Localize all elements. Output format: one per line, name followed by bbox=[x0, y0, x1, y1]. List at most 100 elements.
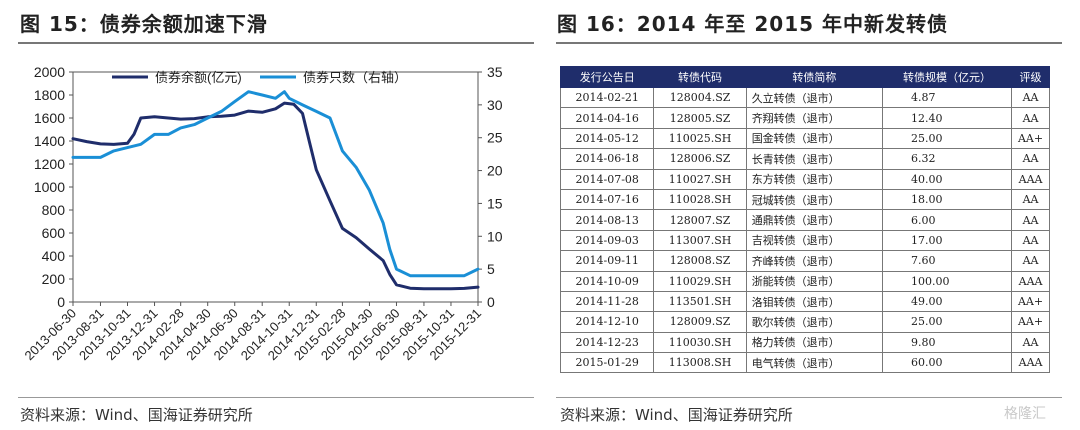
table-row: 2014-10-09 110029.SH 浙能转债（退市） 100.00 AAA bbox=[559, 270, 1050, 292]
cell-size: 25.00 bbox=[882, 127, 1013, 150]
cell-size: 4.87 bbox=[882, 86, 1013, 109]
column-header-date: 发行公告日 bbox=[559, 66, 655, 88]
cell-size: 49.00 bbox=[882, 290, 1013, 313]
cell-name: 齐翔转债（退市） bbox=[745, 107, 884, 129]
cell-size: 7.60 bbox=[882, 250, 1013, 272]
left-axis-tick-label: 1400 bbox=[34, 133, 65, 149]
legend-label: 债券余额(亿元) bbox=[155, 70, 242, 85]
right-axis-tick-label: 15 bbox=[487, 195, 503, 211]
cell-date: 2015-01-29 bbox=[559, 352, 655, 374]
cell-code: 110029.SH bbox=[653, 270, 747, 292]
cell-code: 128004.SZ bbox=[653, 86, 747, 109]
cell-code: 128009.SZ bbox=[653, 311, 747, 333]
cell-date: 2014-04-16 bbox=[559, 107, 655, 129]
cell-rating: AA+ bbox=[1011, 127, 1050, 150]
right-source-rule bbox=[556, 397, 1062, 398]
table-row: 2014-09-11 128008.SZ 齐峰转债（退市） 7.60 AA bbox=[559, 250, 1050, 272]
legend-label: 债券只数（右轴） bbox=[303, 70, 407, 85]
cell-code: 110030.SH bbox=[653, 331, 747, 354]
cell-size: 6.32 bbox=[882, 148, 1013, 170]
right-axis-tick-label: 30 bbox=[487, 97, 503, 113]
column-header-code: 转债代码 bbox=[653, 66, 747, 88]
cell-size: 40.00 bbox=[882, 168, 1013, 190]
left-axis-tick-label: 1600 bbox=[34, 110, 65, 126]
left-axis-tick-label: 400 bbox=[42, 248, 66, 264]
cell-name: 冠城转债（退市） bbox=[745, 188, 884, 211]
bond-balance-chart: 0 200 400 600 800 1000 1200 1400 1600 1800 2000 0 5 1… bbox=[21, 64, 503, 363]
cell-name: 吉视转债（退市） bbox=[745, 229, 884, 252]
table-row: 2015-01-29 113008.SH 电气转债（退市） 60.00 AAA bbox=[559, 352, 1050, 374]
table-body: 2014-02-21 128004.SZ 久立转债（退市） 4.87 AA 2014-04… bbox=[559, 86, 1050, 374]
left-source-rule bbox=[18, 397, 534, 398]
left-axis-tick-label: 0 bbox=[57, 294, 65, 310]
cell-name: 东方转债（退市） bbox=[745, 168, 884, 190]
right-axis-tick-label: 25 bbox=[487, 130, 503, 146]
cell-date: 2014-05-12 bbox=[559, 127, 655, 150]
cell-size: 6.00 bbox=[882, 209, 1013, 231]
cell-name: 浙能转债（退市） bbox=[745, 270, 884, 292]
cell-rating: AAA bbox=[1011, 168, 1050, 190]
cell-rating: AA bbox=[1011, 229, 1050, 252]
column-header-name: 转债简称 bbox=[745, 66, 884, 88]
series-line-balance bbox=[71, 101, 480, 291]
cell-size: 100.00 bbox=[882, 270, 1013, 292]
cell-size: 17.00 bbox=[882, 229, 1013, 252]
column-header-rating: 评级 bbox=[1011, 66, 1050, 88]
right-axis-tick-label: 35 bbox=[487, 64, 503, 80]
table-row: 2014-08-13 128007.SZ 通鼎转债（退市） 6.00 AA bbox=[559, 209, 1050, 231]
cell-rating: AA+ bbox=[1011, 290, 1050, 313]
watermark-logo: 格隆汇 bbox=[1004, 406, 1046, 422]
plot-frame bbox=[72, 71, 479, 303]
cell-size: 18.00 bbox=[882, 188, 1013, 211]
cell-code: 128005.SZ bbox=[653, 107, 747, 129]
series-line-count bbox=[71, 90, 480, 278]
cell-name: 歌尔转债（退市） bbox=[745, 311, 884, 333]
right-axis-tick-label: 0 bbox=[487, 294, 495, 310]
right-title-rule bbox=[556, 42, 1062, 44]
left-axis-tick-label: 1200 bbox=[34, 156, 65, 172]
cell-rating: AAA bbox=[1011, 352, 1050, 374]
cell-code: 110028.SH bbox=[653, 188, 747, 211]
cell-rating: AA bbox=[1011, 188, 1050, 211]
right-axis-tick-label: 20 bbox=[487, 163, 503, 179]
cell-date: 2014-02-21 bbox=[559, 86, 655, 109]
cell-date: 2014-12-23 bbox=[559, 331, 655, 354]
right-axis-tick-label: 10 bbox=[487, 228, 503, 244]
table-row: 2014-09-03 113007.SH 吉视转债（退市） 17.00 AA bbox=[559, 229, 1050, 252]
table-row: 2014-06-18 128006.SZ 长青转债（退市） 6.32 AA bbox=[559, 148, 1050, 170]
cell-date: 2014-09-11 bbox=[559, 250, 655, 272]
table-row: 2014-07-08 110027.SH 东方转债（退市） 40.00 AAA bbox=[559, 168, 1050, 190]
table-row: 2014-12-10 128009.SZ 歌尔转债（退市） 25.00 AA+ bbox=[559, 311, 1050, 333]
cell-rating: AA bbox=[1011, 331, 1050, 354]
table-row: 2014-07-16 110028.SH 冠城转债（退市） 18.00 AA bbox=[559, 188, 1050, 211]
left-axis-tick-label: 200 bbox=[42, 271, 66, 287]
left-chart-title: 图 15：债券余额加速下滑 bbox=[20, 12, 268, 36]
cell-rating: AA bbox=[1011, 209, 1050, 231]
cell-code: 128008.SZ bbox=[653, 250, 747, 272]
cell-size: 12.40 bbox=[882, 107, 1013, 129]
cell-name: 齐峰转债（退市） bbox=[745, 250, 884, 272]
right-axis-tick-label: 5 bbox=[487, 261, 495, 277]
cell-rating: AA+ bbox=[1011, 311, 1050, 333]
table-row: 2014-11-28 113501.SH 洛钼转债（退市） 49.00 AA+ bbox=[559, 290, 1050, 313]
left-axis-tick-label: 800 bbox=[42, 202, 66, 218]
cell-code: 113501.SH bbox=[653, 290, 747, 313]
cell-code: 128006.SZ bbox=[653, 148, 747, 170]
cell-date: 2014-07-08 bbox=[559, 168, 655, 190]
cell-date: 2014-06-18 bbox=[559, 148, 655, 170]
left-axis-tick-label: 1800 bbox=[34, 87, 65, 103]
left-axis-tick-label: 1000 bbox=[34, 179, 65, 195]
left-source-note: 资料来源：Wind、国海证券研究所 bbox=[20, 406, 253, 424]
cell-date: 2014-09-03 bbox=[559, 229, 655, 252]
cell-name: 电气转债（退市） bbox=[745, 352, 884, 374]
table-row: 2014-12-23 110030.SH 格力转债（退市） 9.80 AA bbox=[559, 331, 1050, 354]
cell-name: 国金转债（退市） bbox=[745, 127, 884, 150]
cell-size: 9.80 bbox=[882, 331, 1013, 354]
cell-code: 113008.SH bbox=[653, 352, 747, 374]
cell-date: 2014-08-13 bbox=[559, 209, 655, 231]
cell-date: 2014-12-10 bbox=[559, 311, 655, 333]
left-axis-tick-label: 600 bbox=[42, 225, 66, 241]
table-row: 2014-02-21 128004.SZ 久立转债（退市） 4.87 AA bbox=[559, 86, 1050, 109]
cell-name: 通鼎转债（退市） bbox=[745, 209, 884, 231]
cell-rating: AA bbox=[1011, 107, 1050, 129]
